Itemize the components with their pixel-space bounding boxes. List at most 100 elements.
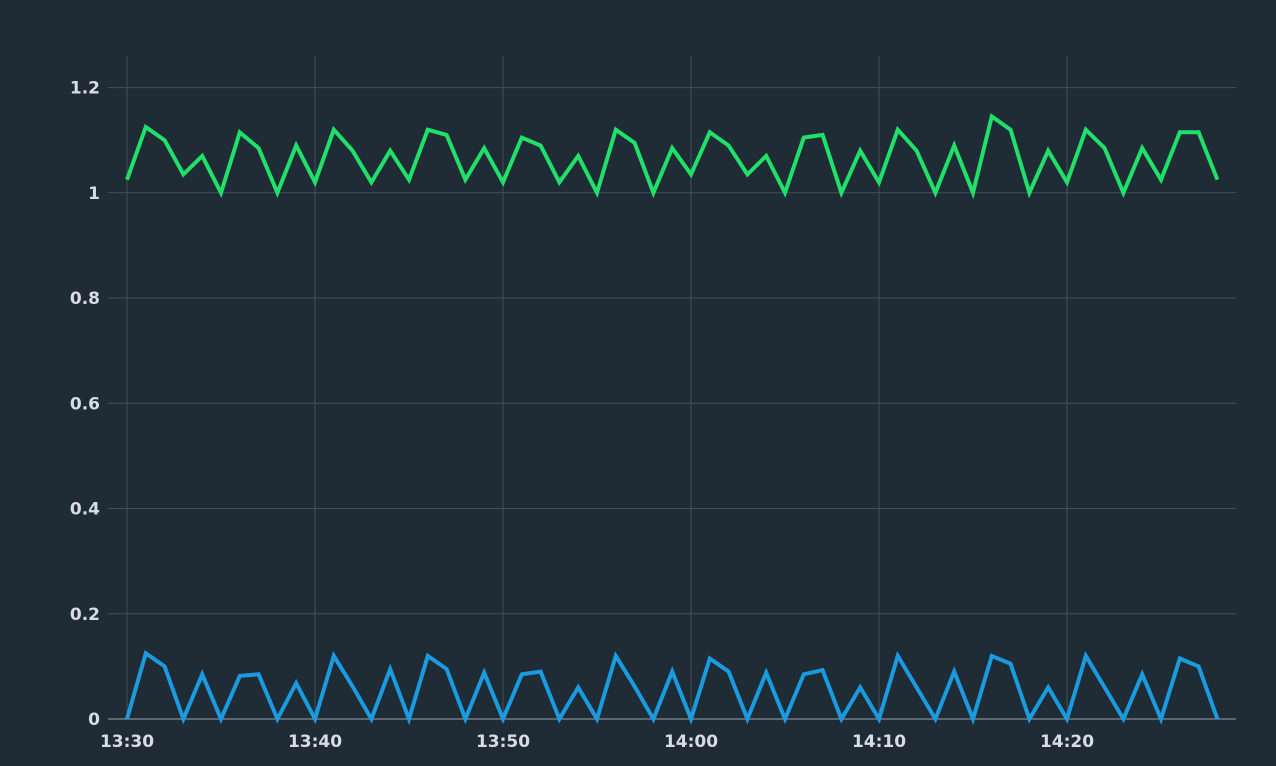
series-1-point [820,667,826,673]
tick-label-layer: 0 0.2 0.4 0.6 0.8 1 1.2 13:30 13:40 13:50 14:00 14:… [70,79,1094,752]
series-1-point [180,716,186,722]
series-1-point [274,716,280,722]
y-tick-label: 0.4 [70,500,100,520]
series-1-point [970,716,976,722]
series-1-point [1214,716,1220,722]
series-1-point [425,653,431,659]
x-tick-label: 13:30 [100,732,154,752]
series-1-point [368,716,374,722]
series-0-point [688,171,694,177]
series-0-point [293,143,299,149]
series-0-point [1158,177,1164,183]
series-1-point [914,684,920,690]
series-1-point [782,716,788,722]
series-1-point [726,669,732,675]
y-tick-label: 0 [88,710,100,730]
series-1-point [744,716,750,722]
series-0-point [801,135,807,141]
series-0-point [1177,129,1183,135]
series-0-point [1214,177,1220,183]
series-0-point [895,127,901,133]
series-1-point [1139,671,1145,677]
series-1-point [199,671,205,677]
series-0-point [350,148,356,154]
series-1-point [632,683,638,689]
x-tick-label: 14:10 [852,732,906,752]
series-0-point [1026,190,1032,196]
series-0-point [124,177,130,183]
series-0-point [650,190,656,196]
series-1-point [951,669,957,675]
series-1-point [556,716,562,722]
series-1-point [256,671,262,677]
series-1-point [1102,684,1108,690]
series-1-point [538,669,544,675]
series-1-point [500,716,506,722]
series-0-point [726,143,732,149]
series-0-point [782,190,788,196]
series-0-point [1083,127,1089,133]
series-0-point [632,140,638,146]
series-0-point [331,127,337,133]
x-tick-label: 13:50 [476,732,530,752]
series-1-point [1158,716,1164,722]
series-0-point [857,148,863,154]
series-0-point [387,148,393,154]
series-0-point [1120,190,1126,196]
series-1-point [895,653,901,659]
series-1-point [857,684,863,690]
series-0-point [481,145,487,151]
series-0-point [744,171,750,177]
series-0-point [538,143,544,149]
grid-layer [108,56,1236,719]
series-1-point [162,663,168,669]
series-0-point [237,129,243,135]
series-1-point [989,653,995,659]
series-0-point [406,177,412,183]
series-1-point [613,653,619,659]
series-1-point [801,671,807,677]
series-0-point [669,145,675,151]
series-1-point [350,683,356,689]
series-0-point [180,171,186,177]
series-0-point [1045,148,1051,154]
series-0-point [594,190,600,196]
series-0-point [1008,127,1014,133]
x-tick-label: 13:40 [288,732,342,752]
series-0-point [613,127,619,133]
series-0-point [368,179,374,185]
series-0-point [876,179,882,185]
series-1-point [688,716,694,722]
series-1-point [312,716,318,722]
series-1-point [876,716,882,722]
series-1-point [575,684,581,690]
series-1-point [763,670,769,676]
series-0-point [519,135,525,141]
series-0-point [914,148,920,154]
series-1-point [124,716,130,722]
series-0-point [143,124,149,130]
series-1-point [669,669,675,675]
series-1-point [406,716,412,722]
y-tick-label: 0.6 [70,394,100,414]
series-1-point [1196,663,1202,669]
series-0-point [838,190,844,196]
series-0-point [932,190,938,196]
series-1-point [1064,716,1070,722]
x-tick-label: 14:20 [1040,732,1094,752]
series-1-point [444,666,450,672]
series-0-point [312,179,318,185]
series-layer [124,113,1220,726]
series-1-point [519,671,525,677]
series-1-point [1177,656,1183,662]
series-1-point [1026,716,1032,722]
series-0-point [556,179,562,185]
series-1-point [838,716,844,722]
series-1-point [237,673,243,679]
series-0-point [199,153,205,159]
series-0-point [1196,129,1202,135]
x-tick-label: 14:00 [664,732,718,752]
series-0-point [707,129,713,135]
